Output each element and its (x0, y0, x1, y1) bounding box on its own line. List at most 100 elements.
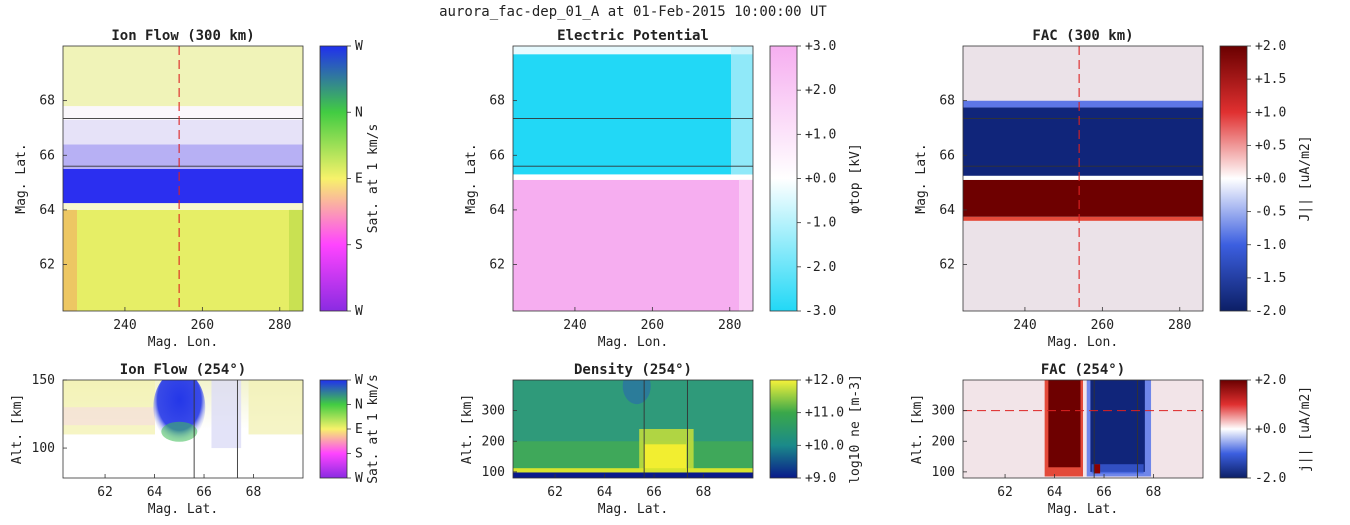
y-tick-label: 64 (489, 203, 505, 218)
density-layer (513, 468, 753, 473)
heatmap-band (63, 209, 303, 311)
colorbar-tick-label: +2.0 (1255, 373, 1286, 388)
panel-title: Ion Flow (254°) (120, 362, 246, 378)
panel-title: Ion Flow (300 km) (111, 28, 254, 44)
colorbar-tick-label: +11.0 (805, 406, 844, 421)
plot-frame (962, 45, 1204, 312)
plot-area (513, 380, 753, 478)
colorbar (319, 379, 348, 479)
panel-title: Electric Potential (557, 28, 709, 44)
colorbar (769, 379, 798, 479)
y-tick-label: 62 (39, 258, 55, 273)
x-tick-label: 66 (646, 485, 662, 500)
plot-area (513, 46, 753, 311)
panel-density-254: Density (254°) 62 64 66 68 Mag. Lat. 100 200 300… (460, 362, 863, 517)
y-axis-label: Alt. [km] (10, 394, 25, 464)
panel-ion-flow-300: Ion Flow (300 km) 240 260 280 Mag. Lon. 62 64 6… (14, 28, 381, 350)
y-tick-label: 62 (489, 258, 505, 273)
colorbar-tick-label: -1.0 (805, 216, 836, 231)
x-axis-label: Mag. Lat. (598, 502, 668, 517)
colorbar-tick-label: -1.5 (1255, 271, 1286, 286)
plot-frame (512, 45, 754, 312)
heatmap-edge (731, 46, 753, 175)
colorbar-tick-label: +12.0 (805, 373, 844, 388)
heatmap-edge (63, 209, 77, 311)
heatmap-band (63, 407, 155, 426)
plot-area (963, 46, 1203, 311)
heatmap-band (963, 179, 1203, 217)
colorbar-tick-label: N (355, 398, 363, 413)
x-axis-label: Mag. Lon. (148, 335, 218, 350)
colorbar-tick-label: +2.0 (805, 83, 836, 98)
figure-title: aurora_fac-dep_01_A at 01-Feb-2015 10:00… (439, 4, 827, 20)
colorbar-tick-label: S (355, 447, 363, 462)
x-tick-label: 68 (1146, 485, 1162, 500)
y-tick-label: 64 (939, 203, 955, 218)
colorbar (1219, 379, 1248, 479)
heatmap-band (963, 175, 1203, 180)
y-tick-label: 200 (482, 434, 505, 449)
heatmap-band (211, 380, 242, 449)
x-tick-label: 62 (97, 485, 113, 500)
heatmap-band (63, 203, 303, 210)
density-layer (513, 472, 753, 478)
plot-area (63, 380, 303, 478)
panel-ion-flow-254: Ion Flow (254°) 62 64 66 68 Mag. Lat. 100 150 Al… (10, 362, 381, 517)
y-tick-label: 68 (489, 94, 505, 109)
x-axis-label: Mag. Lon. (598, 335, 668, 350)
colorbar-tick-label: +0.5 (1255, 138, 1286, 153)
x-tick-label: 68 (696, 485, 712, 500)
plot-frame (962, 379, 1204, 479)
x-tick-label: 240 (1013, 318, 1036, 333)
x-tick-label: 62 (997, 485, 1013, 500)
heatmap-band (63, 144, 303, 169)
colorbar-tick-label: -2.0 (1255, 304, 1286, 319)
density-blob (644, 444, 687, 472)
y-tick-label: 66 (39, 148, 55, 163)
heatmap-band (63, 46, 303, 107)
colorbar-tick-label: +3.0 (805, 39, 836, 54)
y-tick-label: 200 (932, 434, 955, 449)
y-axis-label: Mag. Lat. (14, 143, 29, 213)
heatmap-band (248, 380, 303, 435)
x-tick-label: 260 (641, 318, 664, 333)
colorbar-tick-label: +2.0 (1255, 39, 1286, 54)
heatmap-band (63, 168, 303, 204)
heatmap-band (963, 46, 1203, 101)
heatmap-band (513, 179, 753, 311)
fac-column (1090, 380, 1145, 472)
colorbar-label: j|| [uA/m2] (1298, 386, 1313, 472)
colorbar-tick-label: +0.0 (1255, 422, 1286, 437)
x-axis-label: Mag. Lat. (148, 502, 218, 517)
y-tick-label: 100 (482, 465, 505, 480)
colorbar-tick-label: +1.5 (1255, 72, 1286, 87)
y-tick-label: 68 (939, 94, 955, 109)
heatmap-band (513, 46, 753, 55)
colorbar-tick-label: +0.0 (1255, 172, 1286, 187)
y-tick-label: 150 (32, 373, 55, 388)
x-axis-label: Mag. Lon. (1048, 335, 1118, 350)
colorbar-label: Sat. at 1 km/s (366, 374, 381, 484)
y-tick-label: 64 (39, 203, 55, 218)
x-tick-label: 280 (268, 318, 291, 333)
colorbar (1219, 45, 1248, 312)
colorbar (319, 45, 348, 312)
colorbar-label: φtop [kV] (848, 143, 863, 213)
heatmap-band (513, 54, 753, 175)
y-tick-label: 100 (932, 465, 955, 480)
x-tick-label: 280 (1168, 318, 1191, 333)
heatmap-band (513, 174, 753, 180)
colorbar-label: J|| [uA/m2] (1298, 135, 1313, 221)
colorbar-tick-label: S (355, 238, 363, 253)
plot-frame (62, 379, 304, 479)
fac-column (1091, 464, 1144, 474)
fac-column (1048, 380, 1081, 468)
colorbar-tick-label: -2.0 (805, 260, 836, 275)
colorbar-label: log10 ne [m-3] (848, 374, 863, 484)
y-axis-label: Mag. Lat. (914, 143, 929, 213)
flow-blob (161, 421, 198, 442)
colorbar-tick-label: -3.0 (805, 304, 836, 319)
x-axis-label: Mag. Lat. (1048, 502, 1118, 517)
x-tick-label: 260 (1091, 318, 1114, 333)
colorbar-tick-label: E (355, 422, 363, 437)
